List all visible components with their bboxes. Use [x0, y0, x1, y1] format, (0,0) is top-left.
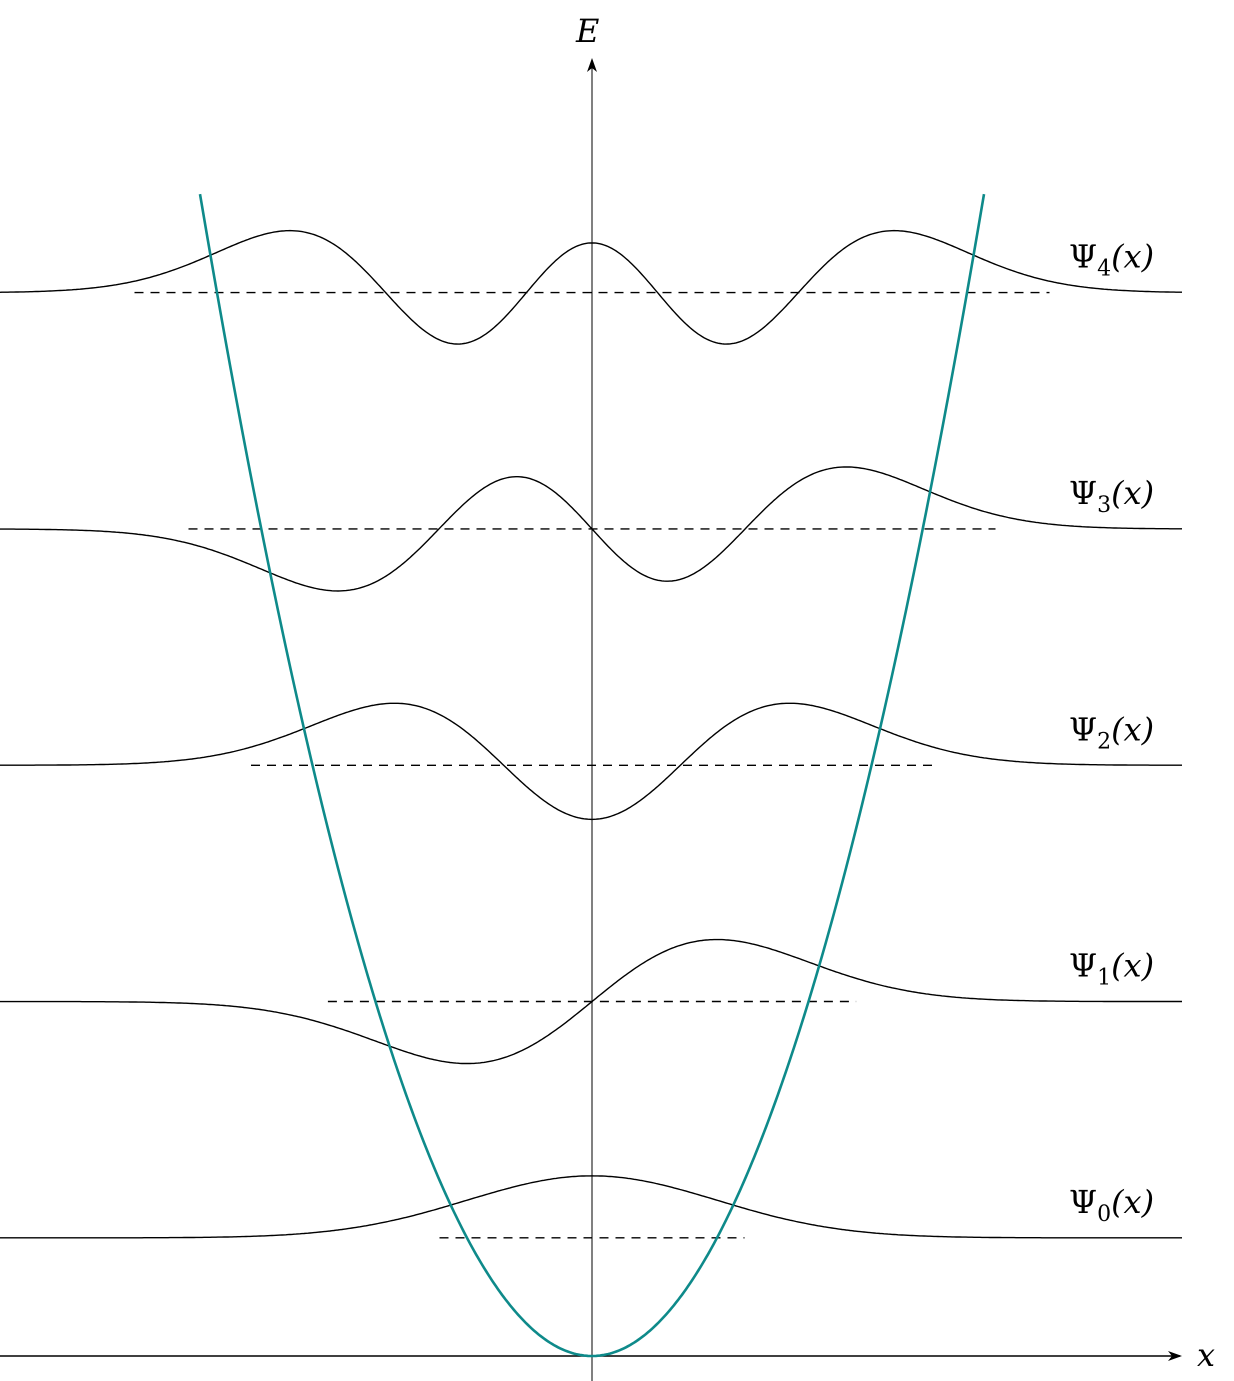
- x-axis-label: x: [1197, 1336, 1215, 1374]
- state-label-3: Ψ3(x): [1069, 474, 1154, 518]
- wavefunction-2: [0, 702, 1182, 821]
- state-label-symbol: Ψ: [1069, 710, 1097, 748]
- wavefunction-3: [0, 466, 1182, 592]
- wavefunction-4: [0, 229, 1182, 345]
- state-label-symbol: Ψ: [1069, 474, 1097, 512]
- wavefunction-0: [0, 1175, 1182, 1239]
- state-label-symbol: Ψ: [1069, 238, 1097, 276]
- state-label-subscript: 3: [1097, 493, 1111, 518]
- potential-curve: [198, 193, 986, 1358]
- state-label-1: Ψ1(x): [1069, 947, 1154, 991]
- state-label-symbol: Ψ: [1069, 1183, 1097, 1221]
- wavefunction-1: [0, 938, 1182, 1065]
- state-label-subscript: 0: [1097, 1202, 1111, 1227]
- energy-axis-label: E: [575, 12, 599, 50]
- state-label-args: (x): [1111, 474, 1154, 512]
- state-label-args: (x): [1111, 947, 1154, 985]
- state-label-0: Ψ0(x): [1069, 1183, 1154, 1227]
- state-label-2: Ψ2(x): [1069, 710, 1154, 754]
- state-label-subscript: 2: [1097, 729, 1111, 754]
- state-label-symbol: Ψ: [1069, 947, 1097, 985]
- state-label-args: (x): [1111, 1183, 1154, 1221]
- state-label-args: (x): [1111, 710, 1154, 748]
- state-label-subscript: 1: [1097, 966, 1111, 991]
- state-label-args: (x): [1111, 238, 1154, 276]
- state-labels: Ψ0(x)Ψ1(x)Ψ2(x)Ψ3(x)Ψ4(x): [1069, 238, 1154, 1227]
- wavefunctions: [0, 229, 1182, 1239]
- state-label-4: Ψ4(x): [1069, 238, 1154, 282]
- state-label-subscript: 4: [1097, 257, 1111, 282]
